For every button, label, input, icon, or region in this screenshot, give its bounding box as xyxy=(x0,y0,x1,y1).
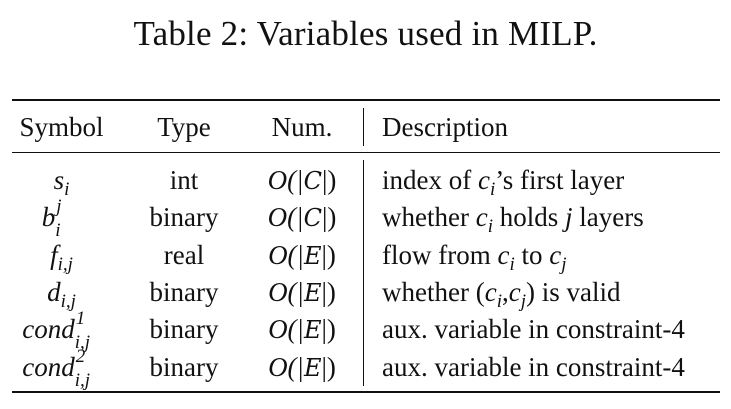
cell-num: O(|C|) xyxy=(246,204,358,231)
num-suffix: |) xyxy=(321,352,336,382)
num-suffix: |) xyxy=(321,165,337,195)
cell-symbol: di,j xyxy=(0,277,123,312)
cell-symbol: si xyxy=(0,165,123,200)
description-var: c xyxy=(477,165,490,195)
num-suffix: |) xyxy=(321,314,336,344)
symbol-scripts: 1 i,j xyxy=(75,309,101,352)
num-set: E xyxy=(303,279,322,307)
symbol-subscript: i,j xyxy=(74,332,91,353)
symbol-base: s xyxy=(53,165,65,195)
cell-description: flow from ci to cj xyxy=(382,240,567,275)
cell-type: real xyxy=(163,240,205,270)
symbol-subscript: i,j xyxy=(74,370,91,391)
symbol-base: b xyxy=(41,202,56,232)
num-set: C xyxy=(303,167,322,195)
num-suffix: |) xyxy=(321,240,336,270)
num-set: E xyxy=(303,316,322,344)
num-prefix: O(| xyxy=(267,202,304,232)
symbol-subscript: i,j xyxy=(57,254,73,275)
symbol-base: f xyxy=(50,240,58,270)
symbol-superscript: 1 xyxy=(75,308,86,329)
num-prefix: O(| xyxy=(267,165,304,195)
symbol-subscript: i xyxy=(64,179,70,200)
num-prefix: O(| xyxy=(268,352,304,382)
description-var: c xyxy=(497,240,510,270)
description-text: ) is valid xyxy=(525,277,621,307)
description-text: , xyxy=(501,277,509,307)
cell-symbol: cond 1 i,j xyxy=(0,309,123,352)
table-bottom-rule xyxy=(12,391,720,393)
description-text: whether xyxy=(382,202,476,232)
description-text: aux. variable in constraint-4 xyxy=(382,314,685,344)
cell-num: O(|C|) xyxy=(246,167,358,194)
num-suffix: |) xyxy=(321,277,336,307)
cell-num: O(|E|) xyxy=(246,316,358,343)
symbol-subscript: i xyxy=(55,220,61,241)
symbol-base: cond xyxy=(22,352,75,382)
description-text: ’s first layer xyxy=(495,165,625,195)
symbol-base: cond xyxy=(22,314,75,344)
cell-num: O(|E|) xyxy=(246,279,358,306)
cell-description: aux. variable in constraint-4 xyxy=(382,354,685,381)
num-set: E xyxy=(303,242,322,270)
header-symbol: Symbol xyxy=(19,112,104,142)
description-var-sub: i xyxy=(496,291,502,312)
description-var-sub: j xyxy=(520,291,526,312)
description-var: c xyxy=(484,277,497,307)
description-text: flow from xyxy=(382,240,498,270)
column-divider-header xyxy=(363,108,364,146)
description-text: holds xyxy=(492,202,565,232)
description-var-sub: i xyxy=(487,216,493,237)
description-var-sub: i xyxy=(509,254,515,275)
cell-description: aux. variable in constraint-4 xyxy=(382,316,685,343)
num-prefix: O(| xyxy=(268,240,304,270)
description-var-sub: j xyxy=(561,254,567,275)
description-text: index of xyxy=(382,165,478,195)
symbol-superscript: j xyxy=(56,196,62,217)
header-description: Description xyxy=(382,112,508,142)
cell-type: binary xyxy=(149,352,219,382)
header-type: Type xyxy=(157,112,211,142)
num-prefix: O(| xyxy=(268,314,304,344)
cell-type: binary xyxy=(149,202,219,232)
symbol-scripts: 2 i,j xyxy=(75,347,101,390)
table-caption: Table 2: Variables used in MILP. xyxy=(133,14,598,53)
num-set: C xyxy=(303,204,322,232)
column-divider-body xyxy=(363,160,364,386)
description-var-sub: i xyxy=(489,179,496,200)
description-text: aux. variable in constraint-4 xyxy=(382,352,685,382)
symbol-subscript: i,j xyxy=(60,291,76,312)
header-num: Num. xyxy=(271,112,333,142)
symbol-superscript: 2 xyxy=(75,346,86,367)
description-text: to xyxy=(514,240,550,270)
cell-description: whether (ci,cj) is valid xyxy=(382,277,621,312)
table-top-rule xyxy=(12,99,720,101)
cell-symbol: fi,j xyxy=(0,240,123,275)
description-var: c xyxy=(508,277,521,307)
description-text: layers xyxy=(572,202,644,232)
cell-num: O(|E|) xyxy=(246,354,358,381)
cell-description: index of ci’s first layer xyxy=(382,165,625,200)
description-var: c xyxy=(549,240,562,270)
num-prefix: O(| xyxy=(268,277,304,307)
table-header-rule xyxy=(12,152,720,153)
num-set: E xyxy=(303,354,322,382)
description-text: whether ( xyxy=(382,277,485,307)
cell-num: O(|E|) xyxy=(246,242,358,269)
symbol-base: d xyxy=(47,277,61,307)
cell-type: binary xyxy=(149,277,219,307)
num-suffix: |) xyxy=(321,202,337,232)
cell-symbol: cond 2 i,j xyxy=(0,347,123,390)
cell-type: int xyxy=(169,165,199,195)
cell-description: whether ci holds j layers xyxy=(382,202,644,237)
cell-type: binary xyxy=(149,314,219,344)
description-var: c xyxy=(475,202,488,232)
description-var: j xyxy=(565,202,573,232)
